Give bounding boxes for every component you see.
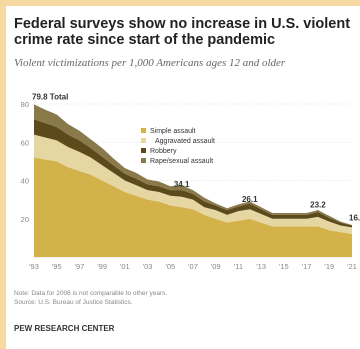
- chart-subtitle: Violent victimizations per 1,000 America…: [14, 57, 286, 69]
- value-label: 79.8 Total: [32, 92, 68, 101]
- legend-swatch: [141, 148, 146, 153]
- y-tick-label: 80: [21, 100, 29, 109]
- legend-label: Rape/sexual assault: [150, 158, 213, 165]
- source-text: Source: U.S. Bureau of Justice Statistic…: [14, 298, 133, 306]
- x-tick-label: '99: [97, 262, 107, 271]
- x-tick-label: '93: [29, 262, 39, 271]
- value-label: 26.1: [242, 195, 258, 204]
- legend-label: Robbery: [150, 148, 177, 155]
- legend-swatch: [141, 158, 146, 163]
- x-tick-label: '11: [234, 262, 243, 271]
- x-tick-label: '95: [52, 262, 62, 271]
- legend-swatch: [141, 128, 146, 133]
- publisher-logo-text: PEW RESEARCH CENTER: [14, 324, 115, 333]
- area-robbery: [34, 119, 352, 228]
- chart-card: Federal surveys show no increase in U.S.…: [6, 6, 360, 349]
- legend: Simple assault Aggravated assault Robbery R…: [141, 128, 215, 165]
- value-label: 16.5: [349, 213, 360, 222]
- x-tick-label: '15: [279, 262, 289, 271]
- value-label: 34.1: [174, 180, 190, 189]
- x-tick-label: '05: [165, 262, 175, 271]
- note-text: Note: Data for 2006 is not comparable to…: [14, 290, 168, 297]
- value-label: 23.2: [310, 201, 326, 210]
- chart-note: Note: Data for 2006 is not comparable to…: [14, 290, 360, 307]
- x-tick-label: '97: [75, 262, 85, 271]
- y-tick-label: 20: [21, 215, 29, 224]
- x-tick-label: '17: [302, 262, 312, 271]
- x-tick-label: '13: [256, 262, 266, 271]
- y-tick-label: 40: [21, 177, 29, 186]
- area-simple-assault: [34, 157, 352, 257]
- x-tick-label: '07: [188, 262, 198, 271]
- value-labels: 79.8 Total 34.1 26.1 23.2 16.5: [32, 92, 360, 222]
- y-axis-ticks: 20 40 60 80: [21, 100, 29, 224]
- legend-label: Aggravated assault: [155, 138, 215, 145]
- y-tick-label: 60: [21, 138, 29, 147]
- x-axis-ticks: '93 '95 '97 '99 '01 '03 '05 '07 '09 '11 '13 '15 '17 '…: [29, 262, 357, 271]
- x-tick-label: '19: [324, 262, 334, 271]
- legend-swatch: [141, 138, 146, 143]
- area-series: [34, 104, 352, 257]
- x-tick-label: '01: [120, 262, 130, 271]
- x-tick-label: '21: [347, 262, 357, 271]
- chart-title: Federal surveys show no increase in U.S.…: [14, 16, 351, 48]
- x-tick-label: '03: [143, 262, 153, 271]
- legend-label: Simple assault: [150, 128, 196, 135]
- area-aggravated-assault: [34, 134, 352, 235]
- x-tick-label: '09: [211, 262, 221, 271]
